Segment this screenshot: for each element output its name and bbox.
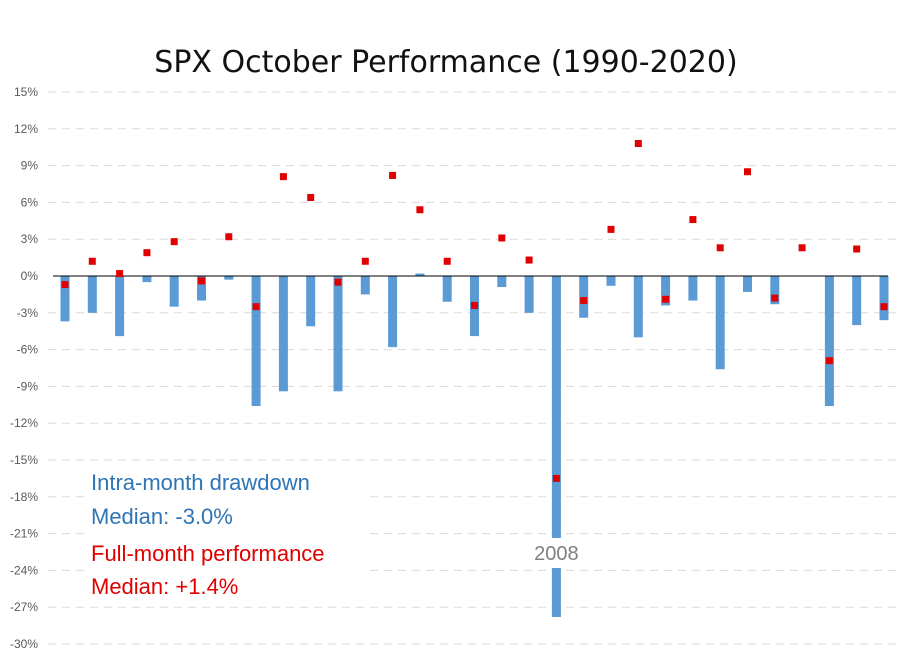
performance-marker	[307, 193, 315, 201]
performance-marker	[61, 281, 69, 289]
performance-marker	[88, 257, 96, 265]
performance-marker	[471, 301, 478, 309]
drawdown-label: Intra-month drawdown	[91, 470, 310, 495]
performance-marker	[580, 297, 588, 305]
drawdown-bar	[388, 276, 398, 348]
performance-marker	[771, 294, 779, 302]
performance-marker	[552, 474, 560, 482]
drawdown-bar	[60, 276, 70, 322]
performance-marker	[798, 244, 806, 252]
y-tick-label: -30%	[10, 637, 38, 651]
performance-marker	[525, 256, 533, 264]
performance-marker	[853, 245, 861, 253]
performance-marker	[225, 233, 233, 241]
drawdown-bar	[633, 276, 643, 338]
y-tick-label: 15%	[14, 85, 38, 99]
performance-marker	[389, 171, 397, 179]
y-axis-tick-labels: 15% 12% 9% 6% 3% 0% -3% -6% -9% -12% -15% -18% -21% -…	[10, 85, 38, 651]
performance-marker	[252, 303, 260, 311]
performance-marker	[825, 357, 833, 365]
drawdown-bar	[251, 276, 261, 407]
drawdown-bar	[169, 276, 179, 307]
performance-markers	[61, 140, 888, 482]
drawdown-bars	[60, 273, 889, 618]
y-tick-label: 9%	[21, 159, 39, 173]
y-tick-label: -18%	[10, 490, 38, 504]
drawdown-bar	[497, 276, 507, 288]
drawdown-bar	[333, 276, 343, 392]
performance-marker	[634, 140, 642, 148]
drawdown-bar	[224, 276, 234, 280]
y-tick-label: 3%	[21, 232, 39, 246]
performance-marker	[361, 257, 369, 265]
performance-marker	[662, 295, 670, 303]
drawdown-bar	[743, 276, 752, 292]
y-tick-label: -6%	[17, 343, 39, 357]
performance-marker	[416, 206, 424, 214]
y-tick-label: 12%	[14, 122, 38, 136]
y-tick-label: -15%	[10, 453, 38, 467]
performance-marker	[198, 277, 205, 285]
y-tick-label: -3%	[17, 306, 39, 320]
performance-marker	[279, 173, 287, 181]
y-tick-label: -21%	[10, 527, 38, 541]
drawdown-median: Median: -3.0%	[91, 504, 233, 529]
y-tick-label: 6%	[21, 195, 39, 209]
drawdown-bar	[824, 276, 834, 407]
performance-marker	[334, 278, 342, 286]
performance-marker	[170, 238, 178, 246]
performance-median: Median: +1.4%	[91, 574, 238, 599]
performance-marker	[498, 234, 506, 242]
drawdown-bar	[606, 276, 616, 286]
drawdown-bar	[661, 276, 671, 306]
performance-marker	[880, 303, 888, 311]
y-tick-label: -24%	[10, 563, 38, 577]
drawdown-bar	[442, 276, 452, 302]
y-tick-label: -9%	[17, 379, 39, 393]
performance-label: Full-month performance	[91, 541, 325, 566]
y-tick-label: -12%	[10, 416, 38, 430]
performance-marker	[716, 244, 724, 252]
drawdown-bar	[360, 276, 370, 295]
gridlines	[48, 91, 897, 645]
drawdown-bar	[551, 276, 561, 618]
drawdown-bar	[715, 276, 725, 370]
drawdown-bar	[579, 276, 589, 318]
performance-marker	[744, 168, 751, 176]
drawdown-bar	[197, 276, 206, 301]
drawdown-bar	[278, 276, 288, 392]
annotation-box	[84, 465, 370, 605]
performance-marker	[443, 257, 451, 265]
drawdown-bar	[306, 276, 316, 327]
drawdown-bar	[524, 276, 534, 313]
performance-marker	[607, 225, 615, 233]
y-tick-label: 0%	[21, 269, 39, 283]
drawdown-bar	[415, 273, 425, 276]
highlight-year-label: 2008	[534, 543, 579, 565]
drawdown-bar	[852, 276, 862, 326]
chart-title: SPX October Performance (1990-2020)	[154, 45, 737, 80]
highlight-year-box	[525, 538, 588, 568]
drawdown-bar	[142, 276, 152, 283]
performance-marker	[689, 216, 697, 224]
drawdown-bar	[770, 276, 780, 305]
performance-marker	[143, 249, 151, 257]
performance-marker	[116, 270, 124, 278]
drawdown-bar	[87, 276, 97, 313]
drawdown-bar	[688, 276, 698, 301]
drawdown-bar	[879, 276, 889, 321]
y-tick-label: -27%	[10, 600, 38, 614]
drawdown-bar	[115, 276, 125, 337]
